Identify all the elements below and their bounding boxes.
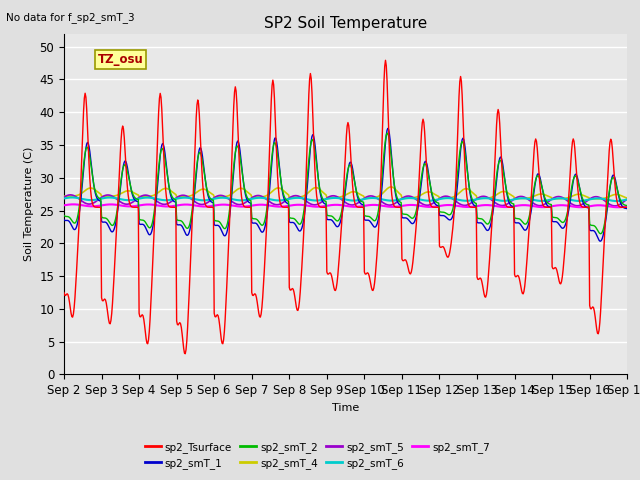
Legend: sp2_Tsurface, sp2_smT_1, sp2_smT_2, sp2_smT_4, sp2_smT_5, sp2_smT_6, sp2_smT_7: sp2_Tsurface, sp2_smT_1, sp2_smT_2, sp2_… <box>141 438 494 473</box>
Y-axis label: Soil Temperature (C): Soil Temperature (C) <box>24 147 34 261</box>
Title: SP2 Soil Temperature: SP2 Soil Temperature <box>264 16 428 31</box>
X-axis label: Time: Time <box>332 403 359 413</box>
Text: No data for f_sp2_smT_3: No data for f_sp2_smT_3 <box>6 12 135 23</box>
Text: TZ_osu: TZ_osu <box>98 53 143 66</box>
